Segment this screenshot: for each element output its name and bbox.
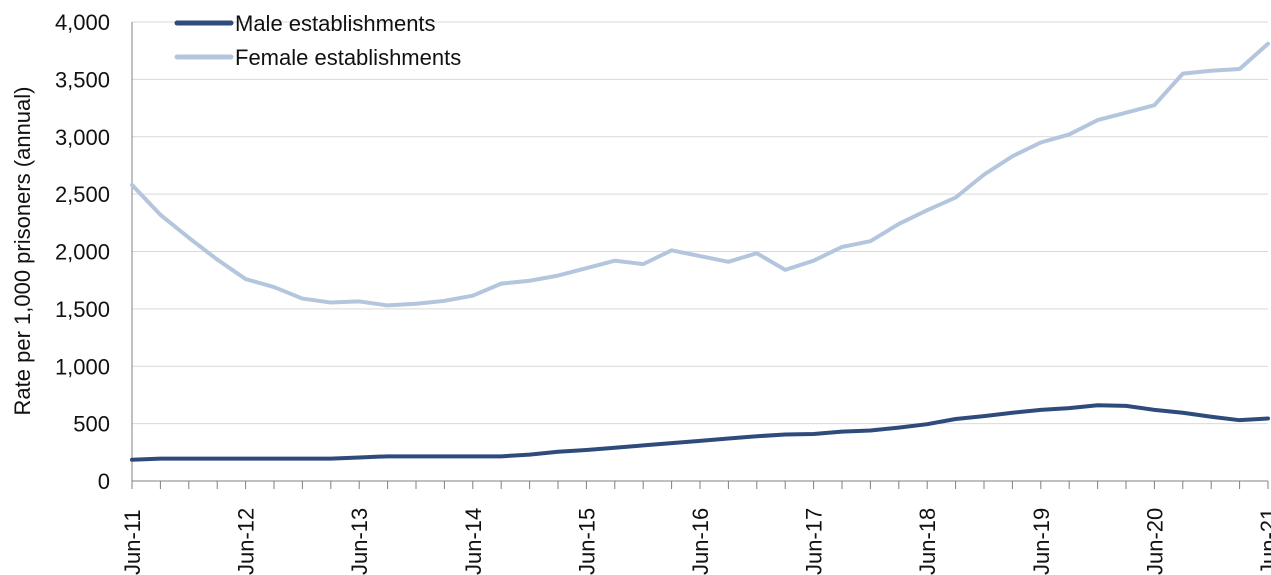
x-tick-label: Jun-16 (688, 508, 713, 575)
x-tick-label: Jun-14 (461, 508, 486, 575)
x-tick-label: Jun-11 (120, 509, 145, 575)
legend: Male establishments Female establishments (174, 11, 461, 70)
y-tick-label: 3,500 (55, 67, 110, 92)
legend-label-female: Female establishments (235, 45, 461, 70)
y-tick-label: 2,500 (55, 182, 110, 207)
y-tick-label: 1,500 (55, 297, 110, 322)
y-tick-label: 0 (98, 469, 110, 494)
x-tick-label: Jun-13 (347, 508, 372, 575)
y-axis-title: Rate per 1,000 prisoners (annual) (10, 87, 35, 416)
y-tick-label: 500 (73, 412, 110, 437)
y-tick-label: 2,000 (55, 240, 110, 265)
gridlines (132, 21, 1268, 425)
y-tick-label: 1,000 (55, 354, 110, 379)
x-tick-label: Jun-21 (1256, 508, 1271, 575)
x-tick-label: Jun-15 (574, 508, 599, 575)
y-tick-label: 3,000 (55, 125, 110, 150)
x-tick-label: Jun-19 (1029, 508, 1054, 575)
series-layer (130, 41, 1270, 462)
legend-label-male: Male establishments (235, 11, 436, 36)
x-tick-label: Jun-17 (802, 508, 827, 575)
series-line-male (130, 403, 1270, 462)
x-tick-label: Jun-20 (1142, 508, 1167, 575)
x-tick-label: Jun-12 (234, 508, 259, 575)
x-axis: Jun-11 Jun-12 Jun-13 Jun-14 Jun-15 Jun-16 Jun-… (120, 480, 1271, 575)
series-line-female (130, 41, 1270, 308)
x-tick-label: Jun-18 (915, 508, 940, 575)
y-axis: 0 500 1,000 1,500 2,000 2,500 3,000 3,500 4,000 (55, 10, 133, 494)
y-tick-label: 4,000 (55, 10, 110, 35)
